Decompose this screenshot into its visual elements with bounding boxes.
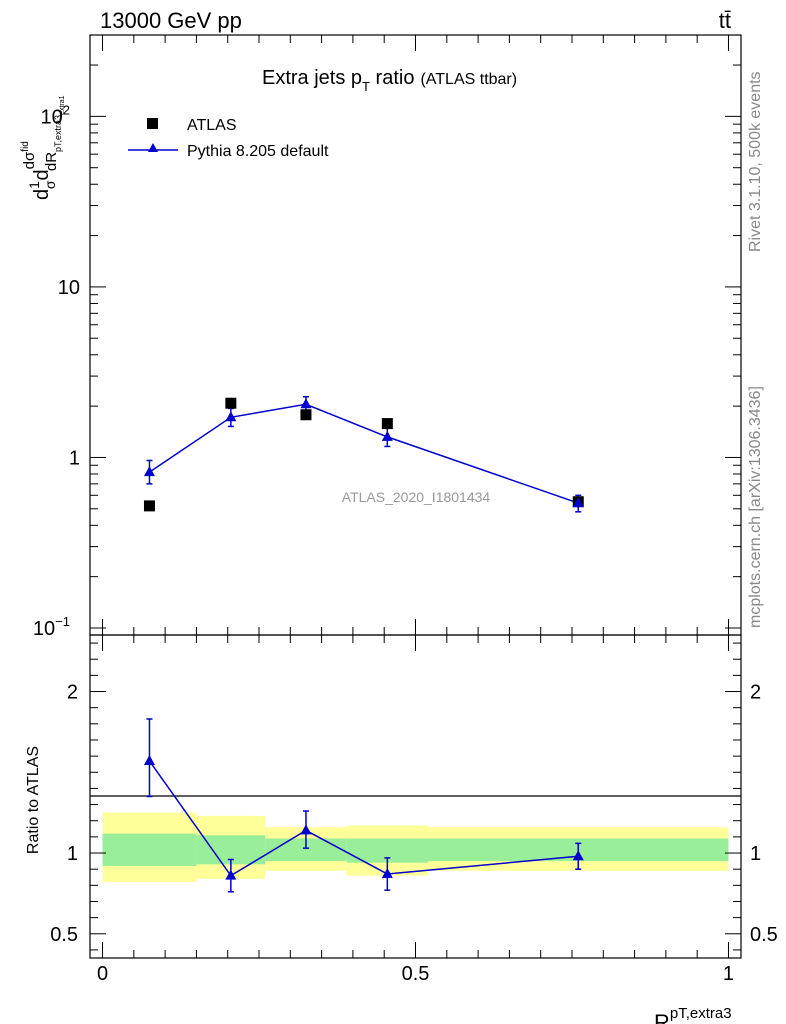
rivet-version-label: Rivet 3.1.10, 500k events (747, 71, 764, 252)
pythia-data-point (143, 466, 155, 477)
ratio-data-point (300, 824, 312, 835)
analysis-watermark: ATLAS_2020_I1801434 (342, 489, 491, 505)
main-ytick-label: 102 (41, 102, 70, 128)
source-label: mcplots.cern.ch [arXiv:1306.3436] (747, 386, 764, 628)
atlas-data-point (225, 397, 237, 409)
ratio-axis-ticks: 0.5 0.5 1 1 2 2 0 0.5 1 (50, 635, 778, 985)
main-data-marks (143, 395, 584, 513)
pythia-data-point (572, 497, 584, 508)
ratio-data-point (572, 850, 584, 861)
main-axis-ticks: 102 10 1 10−1 (33, 34, 741, 640)
atlas-data-point (143, 500, 155, 512)
main-ylabel: d1σddσfiddRpT,extra3extra1 (20, 95, 66, 200)
ratio-data-point (381, 868, 393, 879)
ratio-frame (89, 634, 742, 959)
ratio-xtick-label: 0 (97, 963, 108, 985)
atlas-data-point (300, 409, 312, 421)
ratio-ytick-label-right: 1 (750, 843, 761, 865)
pythia-data-point (225, 411, 237, 422)
main-ytick-label: 1 (69, 447, 80, 469)
ratio-green-band (102, 833, 197, 866)
main-title: Extra jets pT ratio (ATLAS ttbar) (262, 67, 517, 94)
energy-label: 13000 GeV pp (100, 8, 242, 33)
atlas-data-point (381, 418, 393, 430)
main-ytick-label: 10 (58, 277, 80, 299)
legend-atlas-label: ATLAS (187, 117, 237, 134)
ratio-ylabel: Ratio to ATLAS (25, 746, 42, 854)
ratio-data-marks (143, 718, 584, 893)
ratio-xtick-label: 0.5 (402, 963, 430, 985)
legend-pythia-marker (148, 143, 158, 152)
ratio-data-point (225, 869, 237, 880)
main-ytick-label: 10−1 (33, 614, 70, 640)
ratio-green-band (265, 838, 347, 862)
ratio-ytick-label-left: 0.5 (50, 924, 78, 946)
pythia-data-point (381, 430, 393, 441)
ratio-data-point (143, 754, 155, 765)
svg-text:d1σddσfiddRpT,extra3extra1: d1σddσfiddRpT,extra3extra1 (20, 95, 66, 200)
main-panel: ATLAS_2020_I1801434 102 10 1 10−1 Extra jet… (20, 34, 742, 640)
pythia-data-point (300, 398, 312, 409)
ratio-ytick-label-left: 1 (67, 843, 78, 865)
ratio-ytick-label-left: 2 (67, 682, 78, 704)
ratio-xlabel: RpT,extra3extra1 (654, 1005, 732, 1024)
legend-atlas-marker (147, 118, 158, 129)
ratio-xtick-label: 1 (723, 963, 734, 985)
ratio-panel: 0.5 0.5 1 1 2 2 0 0.5 1 Ratio to ATLAS RpT,extra… (25, 634, 778, 1024)
ratio-ytick-label-right: 2 (750, 682, 761, 704)
legend-pythia-label: Pythia 8.205 default (187, 143, 329, 160)
process-label: tt̄ (719, 8, 731, 33)
ratio-ytick-label-right: 0.5 (750, 924, 778, 946)
